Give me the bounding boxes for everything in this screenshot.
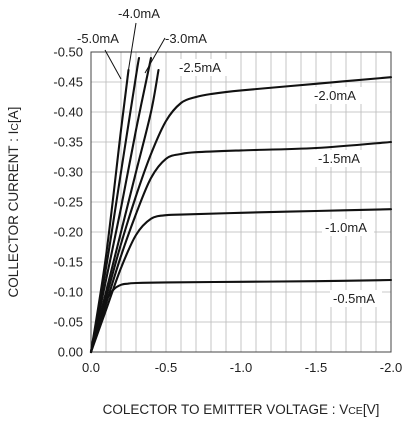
x-tick-label: -0.5: [155, 360, 177, 375]
series-label-background: [322, 219, 374, 236]
series-label-background: [330, 290, 382, 307]
y-tick-label: -0.25: [53, 195, 83, 210]
series-leader-line: [144, 37, 166, 74]
series-curve-1: [89, 208, 393, 354]
y-tick-label: 0.00: [58, 345, 83, 360]
series-curve-7: [89, 68, 130, 354]
y-tick-label: -0.10: [53, 285, 83, 300]
series-label-background: [311, 87, 363, 104]
x-axis-title: COLECTOR TO EMITTER VOLTAGE : VCE[V]: [103, 402, 380, 417]
series-labels: -0.5mA -1.0mA -1.5mA -2.0mA -2.5mA -3.0mA -4.0…: [77, 6, 382, 307]
series-label: -1.5mA: [318, 151, 360, 166]
x-tick-label: -1.5: [305, 360, 327, 375]
series-label: -0.5mA: [333, 291, 375, 306]
series-curve-5: [89, 56, 153, 354]
series-label: -4.0mA: [118, 6, 160, 21]
y-tick-label: -0.05: [53, 315, 83, 330]
x-tick-label: 0.0: [82, 360, 100, 375]
series-label: -2.5mA: [179, 60, 221, 75]
x-tick-label: -2.0: [380, 360, 402, 375]
y-tick-label: -0.35: [53, 135, 83, 150]
x-tick-label: -1.0: [230, 360, 252, 375]
series-curve-4: [89, 68, 160, 354]
series-curve-3: [89, 76, 393, 354]
tick-labels: 0.0 -0.5 -1.0 -1.5 -2.0 0.00 -0.05 -0.10 -0.15 -0…: [53, 45, 402, 376]
series-label-background: [176, 59, 228, 76]
y-tick-label: -0.50: [53, 45, 83, 60]
plot-frame: [90, 51, 392, 353]
series-leader-line: [126, 22, 137, 80]
series-leader-line: [104, 49, 122, 80]
series-label: -5.0mA: [77, 31, 119, 46]
y-tick-label: -0.30: [53, 165, 83, 180]
y-tick-label: -0.15: [53, 255, 83, 270]
y-tick-label: -0.40: [53, 105, 83, 120]
series-curve-2: [89, 140, 393, 354]
curves: [89, 56, 393, 354]
series-label-background: [315, 150, 367, 167]
y-tick-label: -0.45: [53, 75, 83, 90]
y-tick-label: -0.20: [53, 225, 83, 240]
series-label: -3.0mA: [165, 31, 207, 46]
series-label: -1.0mA: [325, 220, 367, 235]
series-label: -2.0mA: [314, 88, 356, 103]
y-axis-title: COLLECTOR CURRENT : IC[A]: [6, 107, 21, 298]
